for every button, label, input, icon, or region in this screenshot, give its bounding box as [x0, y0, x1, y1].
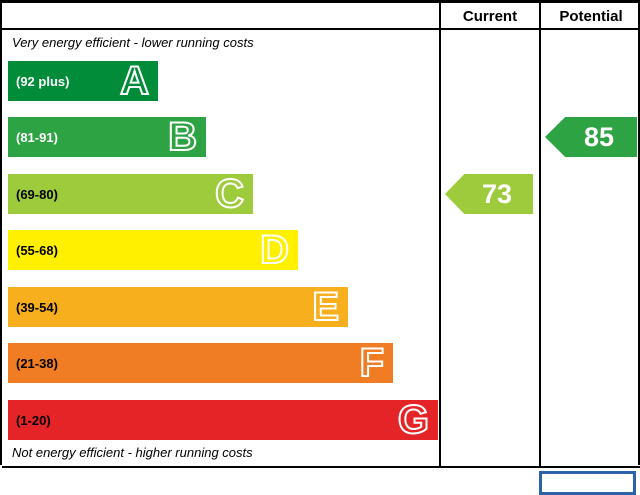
potential-rating-value: 85 — [583, 121, 615, 152]
band-row-c: (69-80) C — [8, 172, 253, 216]
band-letter-g: G — [397, 398, 430, 442]
band-letter-e: E — [311, 285, 340, 329]
band-row-b: (81-91) B — [8, 115, 206, 159]
band-range-d: (55-68) — [16, 242, 58, 258]
epc-rating-chart: Current Potential Very energy efficient … — [0, 0, 640, 468]
current-rating-arrow: 73 — [445, 174, 533, 214]
band-row-d: (55-68) D — [8, 228, 298, 272]
band-range-a: (92 plus) — [16, 73, 70, 89]
current-column-header: Current — [462, 8, 518, 25]
band-row-a: (92 plus) A — [8, 59, 158, 103]
potential-column-header: Potential — [559, 8, 623, 25]
band-range-c: (69-80) — [16, 186, 58, 202]
band-letter-f: F — [359, 341, 385, 385]
top-note: Very energy efficient - lower running co… — [12, 35, 254, 50]
potential-column-divider — [539, 3, 541, 468]
band-row-e: (39-54) E — [8, 285, 348, 329]
header-separator-line — [2, 28, 640, 30]
bottom-note: Not energy efficient - higher running co… — [12, 445, 253, 460]
band-row-f: (21-38) F — [8, 341, 393, 385]
potential-rating-arrow: 85 — [545, 117, 637, 157]
current-column-divider — [439, 3, 441, 468]
band-letter-b: B — [167, 115, 198, 159]
band-letter-c: C — [214, 172, 245, 216]
band-row-g: (1-20) G — [8, 398, 438, 442]
eu-directive-box-partial — [539, 471, 636, 495]
band-range-g: (1-20) — [16, 412, 51, 428]
band-range-b: (81-91) — [16, 129, 58, 145]
band-range-f: (21-38) — [16, 355, 58, 371]
band-letter-a: A — [119, 59, 150, 103]
band-range-e: (39-54) — [16, 299, 58, 315]
band-letter-d: D — [259, 228, 290, 272]
bottom-separator-line — [2, 466, 640, 468]
current-rating-value: 73 — [481, 178, 513, 209]
